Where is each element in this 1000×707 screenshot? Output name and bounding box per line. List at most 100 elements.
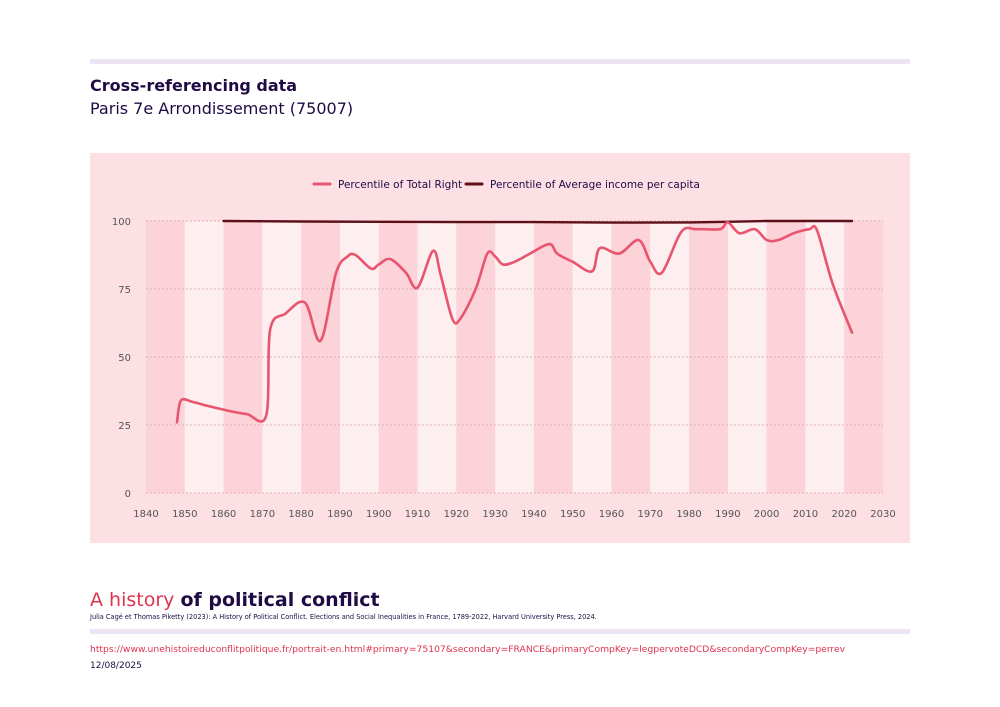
data-point (370, 268, 372, 270)
data-point (246, 413, 248, 415)
data-point (549, 243, 551, 245)
data-point (285, 313, 287, 315)
brand-bold-text: of political conflict (180, 589, 380, 611)
average-income-line (222, 219, 854, 224)
data-point (591, 271, 593, 273)
x-tick-label: 2000 (754, 509, 779, 520)
data-point (638, 239, 640, 241)
legend-item-total-right: Percentile of Total Right (312, 179, 462, 191)
data-point (719, 228, 721, 230)
x-tick-label: 1980 (676, 509, 701, 520)
y-tick-label: 25 (118, 421, 131, 432)
data-point (661, 272, 663, 274)
data-point (207, 405, 209, 407)
data-point (378, 264, 380, 266)
data-point (851, 332, 853, 334)
data-point (487, 253, 489, 255)
x-tick-label: 2010 (793, 509, 818, 520)
data-point (459, 318, 461, 320)
data-point (514, 261, 516, 263)
y-axis-tick-labels: 0 25 50 75 100 (112, 217, 131, 500)
data-point (649, 261, 651, 263)
data-point (766, 220, 768, 222)
x-tick-label: 1920 (444, 509, 469, 520)
x-tick-label: 1870 (250, 509, 275, 520)
chart-panel: 0 25 50 75 100 1840 1850 1860 1870 1880 1890 1900 1… (90, 153, 910, 543)
data-point (529, 253, 531, 255)
series-total-right (175, 221, 854, 424)
data-point (180, 400, 182, 402)
data-point (688, 222, 690, 224)
data-point (405, 272, 407, 274)
data-point (269, 329, 271, 331)
bottom-accent-bar (90, 629, 910, 634)
band-1880 (301, 221, 340, 493)
y-tick-label: 75 (118, 285, 131, 296)
brand-wordmark: A history of political conflict (90, 589, 380, 611)
x-tick-label: 2020 (831, 509, 856, 520)
x-tick-label: 2030 (870, 509, 895, 520)
band-2010 (805, 221, 845, 493)
legend-label: Percentile of Total Right (338, 179, 462, 191)
legend-item-average-income: Percentile of Average income per capita (464, 179, 700, 191)
data-point (680, 231, 682, 233)
source-credit: Julia Cagé et Thomas Piketty (2023): A H… (90, 613, 597, 621)
y-tick-label: 0 (125, 489, 131, 500)
x-tick-label: 1860 (211, 509, 236, 520)
x-tick-label: 1850 (172, 509, 197, 520)
data-point (494, 256, 496, 258)
data-point (320, 340, 322, 342)
data-point (231, 411, 233, 413)
data-point (599, 247, 601, 249)
data-point (300, 221, 302, 223)
data-point (192, 401, 194, 403)
data-point (611, 222, 613, 224)
source-url-link[interactable]: https://www.unehistoireduconflitpolitiqu… (90, 644, 846, 655)
top-accent-bar (90, 59, 910, 64)
total-right-line (175, 221, 854, 424)
band-1910 (417, 221, 457, 493)
x-tick-label: 1970 (638, 509, 663, 520)
data-point (533, 221, 535, 223)
series-average-income (222, 219, 854, 224)
data-point (793, 232, 795, 234)
data-point (432, 250, 434, 252)
chart-legend: Percentile of Total Right Percentile of A… (312, 179, 700, 191)
x-tick-label: 1880 (288, 509, 313, 520)
data-point (816, 230, 818, 232)
legend-label: Percentile of Average income per capita (490, 179, 700, 191)
data-point (355, 254, 357, 256)
data-point (739, 232, 741, 234)
data-point (347, 256, 349, 258)
x-tick-label: 1900 (366, 509, 391, 520)
y-tick-label: 100 (112, 217, 131, 228)
data-point (502, 264, 504, 266)
series-lines (175, 219, 854, 424)
data-point (777, 239, 779, 241)
x-tick-label: 1840 (133, 509, 158, 520)
data-point (456, 221, 458, 223)
data-point (832, 283, 834, 285)
x-tick-label: 1890 (327, 509, 352, 520)
data-point (618, 253, 620, 255)
date-stamp: 12/08/2025 (90, 661, 142, 671)
data-point (475, 288, 477, 290)
data-point (176, 421, 178, 423)
data-point (572, 261, 574, 263)
x-axis-tick-labels: 1840 1850 1860 1870 1880 1890 1900 1910 1920 1930… (133, 509, 895, 520)
data-point (265, 415, 267, 417)
data-point (417, 287, 419, 289)
data-point (223, 220, 225, 222)
x-tick-label: 1990 (715, 509, 740, 520)
data-point (378, 221, 380, 223)
data-point (727, 222, 729, 224)
data-point (809, 228, 811, 230)
x-tick-label: 1940 (521, 509, 546, 520)
data-point (452, 318, 454, 320)
page-title: Cross-referencing data (90, 76, 298, 95)
data-point (440, 275, 442, 277)
data-point (754, 228, 756, 230)
x-tick-label: 1930 (482, 509, 507, 520)
data-point (335, 272, 337, 274)
band-1980 (689, 221, 728, 493)
